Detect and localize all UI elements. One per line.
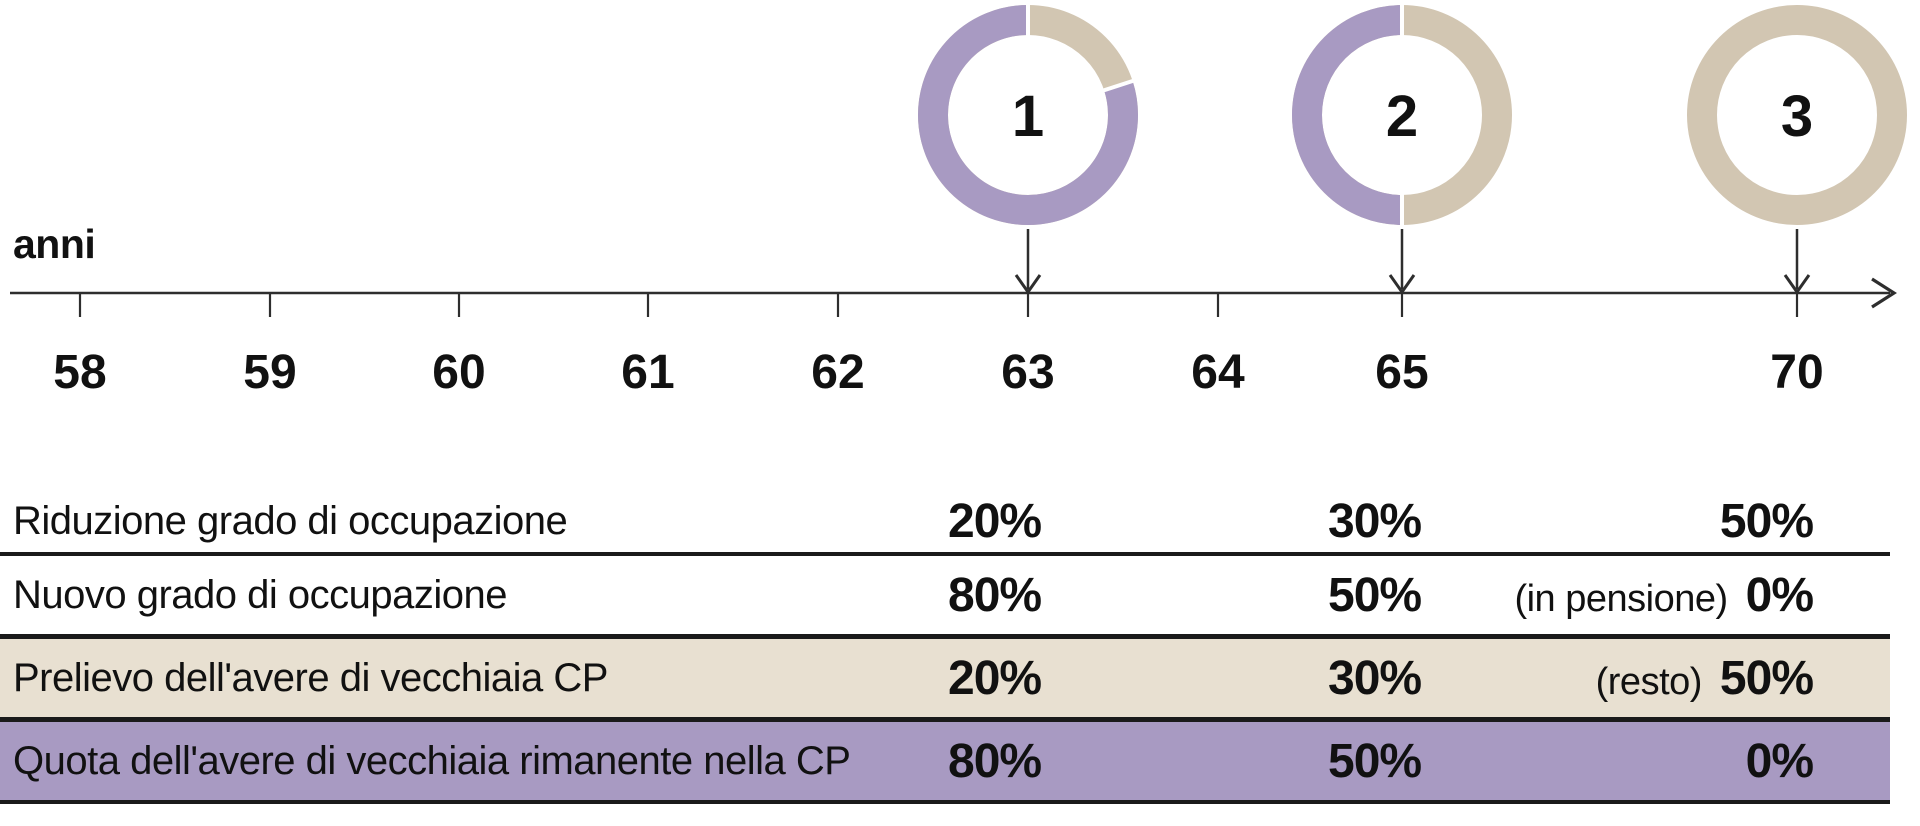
row-value-3-note: (in pensione) — [1514, 577, 1728, 620]
row-value-3: 50% — [1719, 651, 1814, 705]
row-value-1: 20% — [948, 651, 1042, 705]
table-row-riduzione: Riduzione grado di occupazione 20% 30% 5… — [0, 490, 1890, 552]
donut-1-remaining-arc — [918, 5, 1138, 225]
table-row-nuovo-grado: Nuovo grado di occupazione 80% 50% (in p… — [0, 556, 1890, 634]
donut-number-1: 1 — [1012, 84, 1044, 149]
row-label: Nuovo grado di occupazione — [13, 572, 508, 617]
donut-number-2: 2 — [1386, 84, 1418, 149]
row-value-2: 50% — [1328, 568, 1422, 622]
separator-line-3 — [0, 717, 1890, 722]
row-value-3-wrap: 50% — [1719, 494, 1814, 549]
row-value-3-wrap: 0% — [1745, 734, 1814, 789]
timeline-chart: 58 59 60 61 62 63 64 65 70 1 2 3 — [10, 5, 1907, 399]
separator-line-1 — [0, 552, 1890, 556]
row-value-3-note: (resto) — [1595, 660, 1703, 703]
down-arrowhead-icon — [1783, 274, 1811, 295]
row-value-2: 50% — [1328, 734, 1422, 788]
row-label: Riduzione grado di occupazione — [13, 498, 568, 543]
axis-tick-label-63: 63 — [1001, 346, 1054, 399]
down-arrowhead-icon — [1388, 274, 1416, 295]
donut-2-remaining-arc — [1292, 5, 1403, 225]
row-value-3: 50% — [1719, 494, 1814, 548]
axis-tick-label-65: 65 — [1375, 346, 1428, 399]
separator-line-4 — [0, 800, 1890, 804]
row-label: Quota dell'avere di vecchiaia rimanente … — [13, 738, 851, 783]
axis-arrowhead-right-icon — [1871, 277, 1897, 309]
table-row-prelievo: Prelievo dell'avere di vecchiaia CP 20% … — [0, 639, 1890, 717]
donut-3-withdrawn-ring — [1687, 5, 1907, 225]
donut-number-3: 3 — [1781, 84, 1813, 149]
axis-tick-label-62: 62 — [811, 346, 864, 399]
axis-tick-label-58: 58 — [53, 346, 106, 399]
row-label: Prelievo dell'avere di vecchiaia CP — [13, 655, 608, 700]
axis-tick-label-61: 61 — [621, 346, 674, 399]
row-value-1: 80% — [948, 734, 1042, 788]
axis-label: anni — [13, 221, 96, 267]
axis-tick-label-60: 60 — [432, 346, 485, 399]
table-row-quota-rimanente: Quota dell'avere di vecchiaia rimanente … — [0, 722, 1890, 800]
row-value-3: 0% — [1745, 734, 1814, 788]
donut-slice-divider — [1099, 77, 1138, 94]
axis-tick-label-59: 59 — [243, 346, 296, 399]
row-value-3-wrap: (resto) 50% — [1595, 651, 1814, 706]
axis-tick-label-64: 64 — [1191, 346, 1245, 399]
row-value-1: 80% — [948, 568, 1042, 622]
row-value-2: 30% — [1328, 494, 1422, 548]
row-value-2: 30% — [1328, 651, 1422, 705]
row-value-3-wrap: (in pensione) 0% — [1514, 568, 1814, 623]
row-value-3: 0% — [1745, 568, 1814, 622]
axis-tick-label-70: 70 — [1770, 346, 1823, 399]
row-value-1: 20% — [948, 494, 1042, 548]
down-arrowhead-icon — [1014, 274, 1042, 295]
separator-line-2 — [0, 634, 1890, 639]
